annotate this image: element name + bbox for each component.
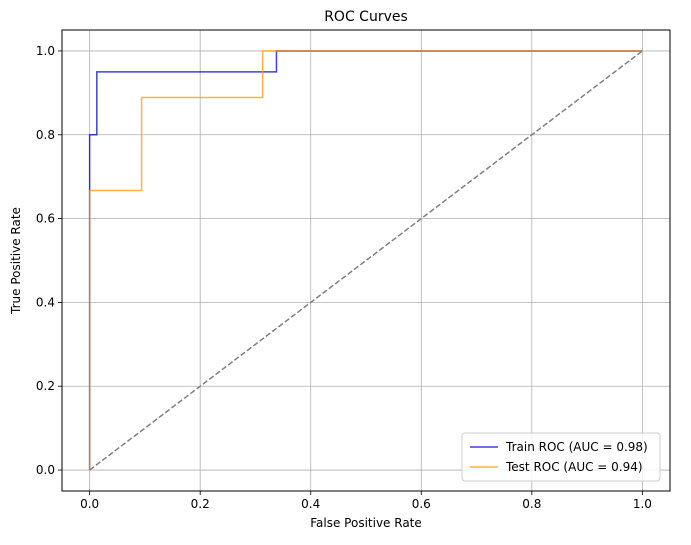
y-tick-label: 0.0 (36, 463, 55, 477)
plot-frame (61, 29, 671, 492)
x-tick-label: 1.0 (633, 497, 652, 511)
y-tick-label: 0.4 (36, 295, 55, 309)
grid-layer (62, 30, 670, 491)
x-tick-label: 0.2 (191, 497, 210, 511)
tick-layer: 0.0 0.2 0.4 0.6 0.8 1.0 0.0 0.2 0.4 0.6 0.8 1.0 (36, 44, 652, 511)
y-tick-label: 1.0 (36, 44, 55, 58)
y-axis-label: True Positive Rate (9, 207, 23, 315)
series-layer (88, 50, 643, 471)
diagonal-reference-line (89, 50, 643, 471)
y-tick-label: 0.6 (36, 212, 55, 226)
legend-label: Test ROC (AUC = 0.94) (505, 460, 643, 474)
y-tick-label: 0.2 (36, 379, 55, 393)
x-tick-label: 0.8 (522, 497, 541, 511)
chart-title: ROC Curves (324, 9, 408, 25)
x-tick-label: 0.6 (412, 497, 431, 511)
x-tick-label: 0.4 (301, 497, 320, 511)
x-tick-label: 0.0 (80, 497, 99, 511)
series-line-test (88, 50, 643, 471)
legend: Train ROC (AUC = 0.98) Test ROC (AUC = 0.… (461, 432, 661, 482)
legend-box (461, 432, 661, 482)
legend-label: Train ROC (AUC = 0.98) (505, 440, 648, 454)
x-axis-label: False Positive Rate (310, 516, 422, 530)
y-tick-label: 0.8 (36, 128, 55, 142)
